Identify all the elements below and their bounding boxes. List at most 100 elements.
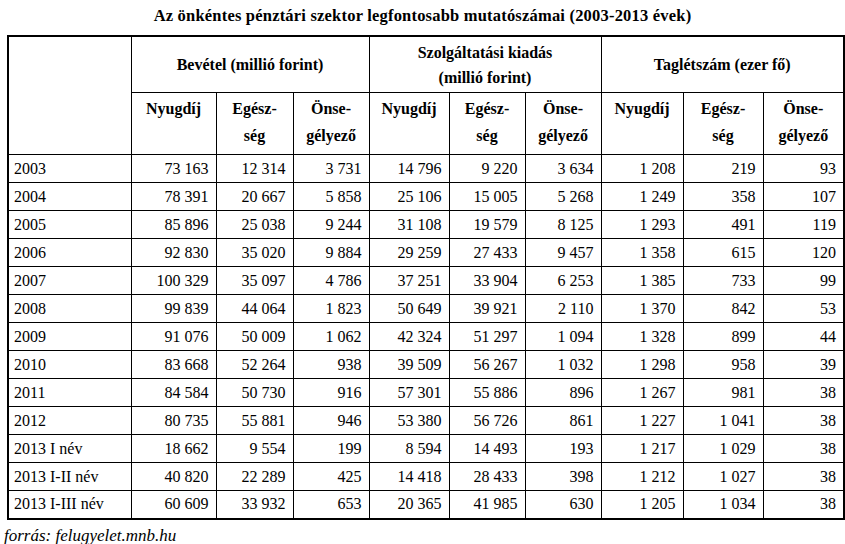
cell-value: 100 329 <box>131 267 216 295</box>
row-label: 2004 <box>8 183 131 211</box>
row-label: 2013 I-II név <box>8 463 131 491</box>
cell-value: 2 110 <box>525 295 601 323</box>
table-row: 201083 66852 26493839 50956 2671 0321 29… <box>8 351 844 379</box>
cell-value: 1 034 <box>683 491 763 519</box>
table-row: 2013 I-II név40 82022 28942514 41828 433… <box>8 463 844 491</box>
data-table: Bevétel (millió forint) Szolgáltatási ki… <box>7 35 845 520</box>
sub-header-mutual-aid: Önse- gélyező <box>525 93 601 155</box>
sub-header-mutual-aid: Önse- gélyező <box>293 93 369 155</box>
cell-value: 39 509 <box>369 351 449 379</box>
cell-value: 41 985 <box>449 491 525 519</box>
table-row: 200899 83944 0641 82350 64939 9212 1101 … <box>8 295 844 323</box>
sub-header-row: Nyugdíj Egész- ség Önse- gélyező Nyugdíj… <box>8 93 844 155</box>
cell-value: 20 667 <box>216 183 293 211</box>
page-title: Az önkéntes pénztári szektor legfontosab… <box>0 0 845 26</box>
cell-value: 3 731 <box>293 155 369 183</box>
cell-value: 93 <box>763 155 844 183</box>
cell-value: 15 005 <box>449 183 525 211</box>
cell-value: 1 027 <box>683 463 763 491</box>
cell-value: 60 609 <box>131 491 216 519</box>
cell-value: 733 <box>683 267 763 295</box>
corner-cell <box>8 36 131 155</box>
cell-value: 31 108 <box>369 211 449 239</box>
row-label: 2003 <box>8 155 131 183</box>
cell-value: 9 457 <box>525 239 601 267</box>
cell-value: 50 730 <box>216 379 293 407</box>
cell-value: 193 <box>525 435 601 463</box>
cell-value: 1 328 <box>601 323 683 351</box>
table-row: 200585 89625 0389 24431 10819 5798 1251 … <box>8 211 844 239</box>
cell-value: 981 <box>683 379 763 407</box>
cell-value: 1 267 <box>601 379 683 407</box>
cell-value: 80 735 <box>131 407 216 435</box>
source-note: forrás: felugyelet.mnb.hu <box>4 526 845 544</box>
sub-header-pension: Nyugdíj <box>601 93 683 155</box>
cell-value: 199 <box>293 435 369 463</box>
cell-value: 9 244 <box>293 211 369 239</box>
group-header-membership: Taglétszám (ezer fő) <box>601 36 844 93</box>
table-row: 200373 16312 3143 73114 7969 2203 6341 2… <box>8 155 844 183</box>
cell-value: 39 921 <box>449 295 525 323</box>
cell-value: 1 370 <box>601 295 683 323</box>
group-header-row: Bevétel (millió forint) Szolgáltatási ki… <box>8 36 844 93</box>
cell-value: 1 358 <box>601 239 683 267</box>
cell-value: 53 <box>763 295 844 323</box>
cell-value: 1 293 <box>601 211 683 239</box>
sub-header-health: Egész- ség <box>449 93 525 155</box>
cell-value: 1 212 <box>601 463 683 491</box>
cell-value: 861 <box>525 407 601 435</box>
cell-value: 35 097 <box>216 267 293 295</box>
cell-value: 1 205 <box>601 491 683 519</box>
cell-value: 99 839 <box>131 295 216 323</box>
cell-value: 3 634 <box>525 155 601 183</box>
cell-value: 56 726 <box>449 407 525 435</box>
cell-value: 92 830 <box>131 239 216 267</box>
cell-value: 1 032 <box>525 351 601 379</box>
cell-value: 9 554 <box>216 435 293 463</box>
cell-value: 1 823 <box>293 295 369 323</box>
table-row: 200991 07650 0091 06242 32451 2971 0941 … <box>8 323 844 351</box>
cell-value: 18 662 <box>131 435 216 463</box>
table-row: 2007100 32935 0974 78637 25133 9046 2531… <box>8 267 844 295</box>
cell-value: 38 <box>763 491 844 519</box>
cell-value: 219 <box>683 155 763 183</box>
cell-value: 1 041 <box>683 407 763 435</box>
cell-value: 44 <box>763 323 844 351</box>
sub-header-health: Egész- ség <box>216 93 293 155</box>
cell-value: 5 268 <box>525 183 601 211</box>
cell-value: 630 <box>525 491 601 519</box>
cell-value: 916 <box>293 379 369 407</box>
cell-value: 42 324 <box>369 323 449 351</box>
sub-header-mutual-aid: Önse- gélyező <box>763 93 844 155</box>
cell-value: 615 <box>683 239 763 267</box>
cell-value: 25 106 <box>369 183 449 211</box>
cell-value: 52 264 <box>216 351 293 379</box>
cell-value: 44 064 <box>216 295 293 323</box>
cell-value: 14 418 <box>369 463 449 491</box>
cell-value: 27 433 <box>449 239 525 267</box>
table-body: 200373 16312 3143 73114 7969 2203 6341 2… <box>8 155 844 519</box>
cell-value: 35 020 <box>216 239 293 267</box>
cell-value: 425 <box>293 463 369 491</box>
cell-value: 8 594 <box>369 435 449 463</box>
group-header-service-expenditure: Szolgáltatási kiadás (millió forint) <box>369 36 601 93</box>
cell-value: 1 298 <box>601 351 683 379</box>
cell-value: 8 125 <box>525 211 601 239</box>
cell-value: 14 493 <box>449 435 525 463</box>
cell-value: 958 <box>683 351 763 379</box>
cell-value: 9 220 <box>449 155 525 183</box>
cell-value: 51 297 <box>449 323 525 351</box>
cell-value: 25 038 <box>216 211 293 239</box>
cell-value: 1 094 <box>525 323 601 351</box>
cell-value: 9 884 <box>293 239 369 267</box>
row-label: 2007 <box>8 267 131 295</box>
cell-value: 33 932 <box>216 491 293 519</box>
cell-value: 938 <box>293 351 369 379</box>
group-header-revenue: Bevétel (millió forint) <box>131 36 369 93</box>
sub-header-pension: Nyugdíj <box>131 93 216 155</box>
cell-value: 4 786 <box>293 267 369 295</box>
cell-value: 358 <box>683 183 763 211</box>
cell-value: 73 163 <box>131 155 216 183</box>
cell-value: 842 <box>683 295 763 323</box>
row-label: 2008 <box>8 295 131 323</box>
